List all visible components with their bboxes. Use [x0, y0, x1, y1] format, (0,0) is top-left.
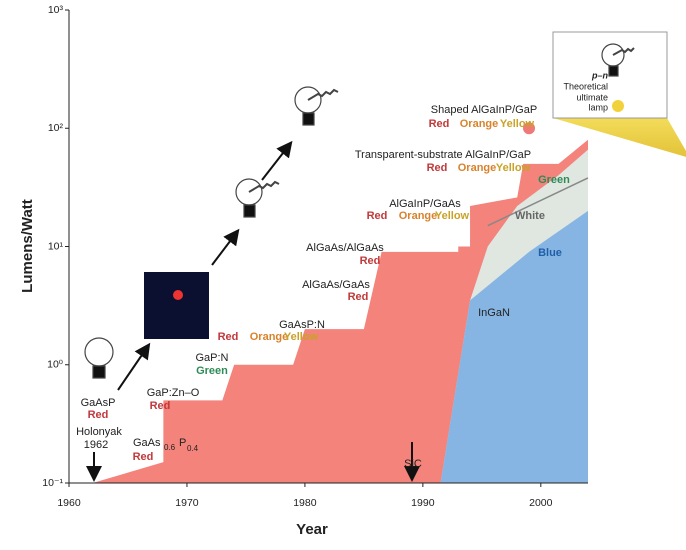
- annotation: 0.4: [187, 444, 199, 453]
- annotation: GaAsP: [81, 397, 116, 409]
- annotation: Red: [427, 162, 448, 174]
- y-axis-title: Lumens/Watt: [19, 199, 36, 293]
- x-axis-title: Year: [296, 521, 328, 538]
- y-tick-label: 10³: [48, 4, 64, 16]
- annotation: Red: [218, 331, 239, 343]
- annotation: Red: [429, 118, 450, 130]
- annotation: Holonyak: [76, 426, 122, 438]
- series-label: Blue: [538, 247, 562, 259]
- annotation: ultimate: [576, 92, 608, 102]
- annotation: Yellow: [284, 331, 319, 343]
- annotation: Yellow: [435, 210, 470, 222]
- annotation: Red: [360, 255, 381, 267]
- y-tick-label: 10⁰: [47, 359, 64, 371]
- annotation: InGaN: [478, 307, 510, 319]
- annotation: Red: [348, 291, 369, 303]
- annotation: Yellow: [500, 118, 535, 130]
- y-tick-label: 10²: [48, 122, 64, 134]
- annotation: Transparent-substrate AlGaInP/GaP: [355, 149, 531, 161]
- annotation: Red: [133, 451, 154, 463]
- annotation: Red: [88, 409, 109, 421]
- annotation: GaAsP:N: [279, 319, 325, 331]
- annotation: lamp: [588, 102, 608, 112]
- annotation: Orange: [250, 331, 289, 343]
- annotation: 1962: [84, 439, 108, 451]
- annotation: GaP:Zn–O: [147, 387, 200, 399]
- inset-wedge: [553, 118, 686, 157]
- annotation: Orange: [399, 210, 438, 222]
- led-photo: [144, 272, 209, 339]
- annotation: AlGaAs/GaAs: [302, 279, 370, 291]
- y-tick-label: 10⁻¹: [42, 477, 63, 489]
- series-label: Green: [538, 174, 570, 186]
- x-tick-label: 1970: [175, 497, 199, 509]
- annotation: GaAs: [133, 437, 161, 449]
- annotation: SiC: [404, 458, 422, 470]
- line: [487, 177, 589, 227]
- progress-arrows: [86, 140, 420, 482]
- x-tick-label: 2000: [529, 497, 553, 509]
- annotation: p–n: [591, 70, 609, 80]
- annotation: Orange: [458, 162, 497, 174]
- x-tick-label: 1990: [411, 497, 435, 509]
- annotation: Green: [196, 365, 228, 377]
- series-label: White: [515, 210, 545, 222]
- y-tick-label: 10¹: [48, 240, 64, 252]
- x-tick-label: 1960: [57, 497, 81, 509]
- annotation: Yellow: [496, 162, 531, 174]
- bulb-icons: [84, 43, 635, 379]
- x-tick-label: 1980: [293, 497, 317, 509]
- annotation: Red: [367, 210, 388, 222]
- annotation: Orange: [460, 118, 499, 130]
- lamp-dot: [612, 100, 624, 112]
- annotation: Shaped AlGaInP/GaP: [431, 104, 537, 116]
- annotation: 0.6: [164, 443, 176, 452]
- annotation: Theoretical: [563, 81, 608, 91]
- annotation: Red: [150, 400, 171, 412]
- annotation: AlGaAs/AlGaAs: [306, 242, 384, 254]
- annotation: GaP:N: [195, 352, 228, 364]
- annotation: P: [179, 437, 186, 449]
- plot-area: [92, 139, 589, 484]
- point: [523, 122, 536, 135]
- annotation: AlGaInP/GaAs: [389, 198, 461, 210]
- led-glow: [173, 290, 183, 300]
- area: [440, 210, 588, 483]
